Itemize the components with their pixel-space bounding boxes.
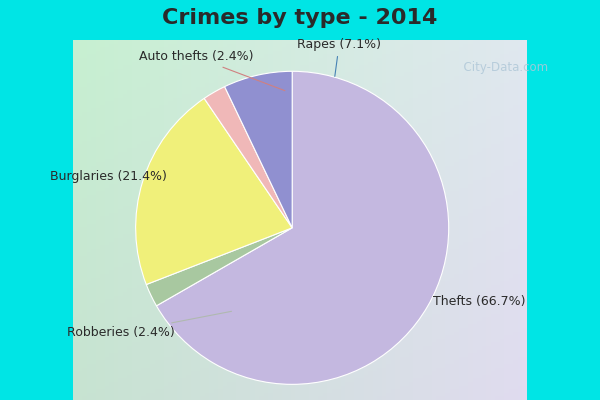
- Text: City-Data.com: City-Data.com: [456, 62, 548, 74]
- Text: Thefts (66.7%): Thefts (66.7%): [433, 295, 526, 308]
- Wedge shape: [146, 228, 292, 306]
- Text: Crimes by type - 2014: Crimes by type - 2014: [163, 8, 437, 28]
- Text: Burglaries (21.4%): Burglaries (21.4%): [50, 170, 167, 183]
- Text: Robberies (2.4%): Robberies (2.4%): [67, 311, 232, 339]
- Wedge shape: [136, 98, 292, 284]
- Wedge shape: [157, 71, 449, 384]
- Wedge shape: [224, 71, 292, 228]
- Text: Auto thefts (2.4%): Auto thefts (2.4%): [139, 50, 285, 91]
- Wedge shape: [204, 87, 292, 228]
- Text: Rapes (7.1%): Rapes (7.1%): [297, 38, 381, 76]
